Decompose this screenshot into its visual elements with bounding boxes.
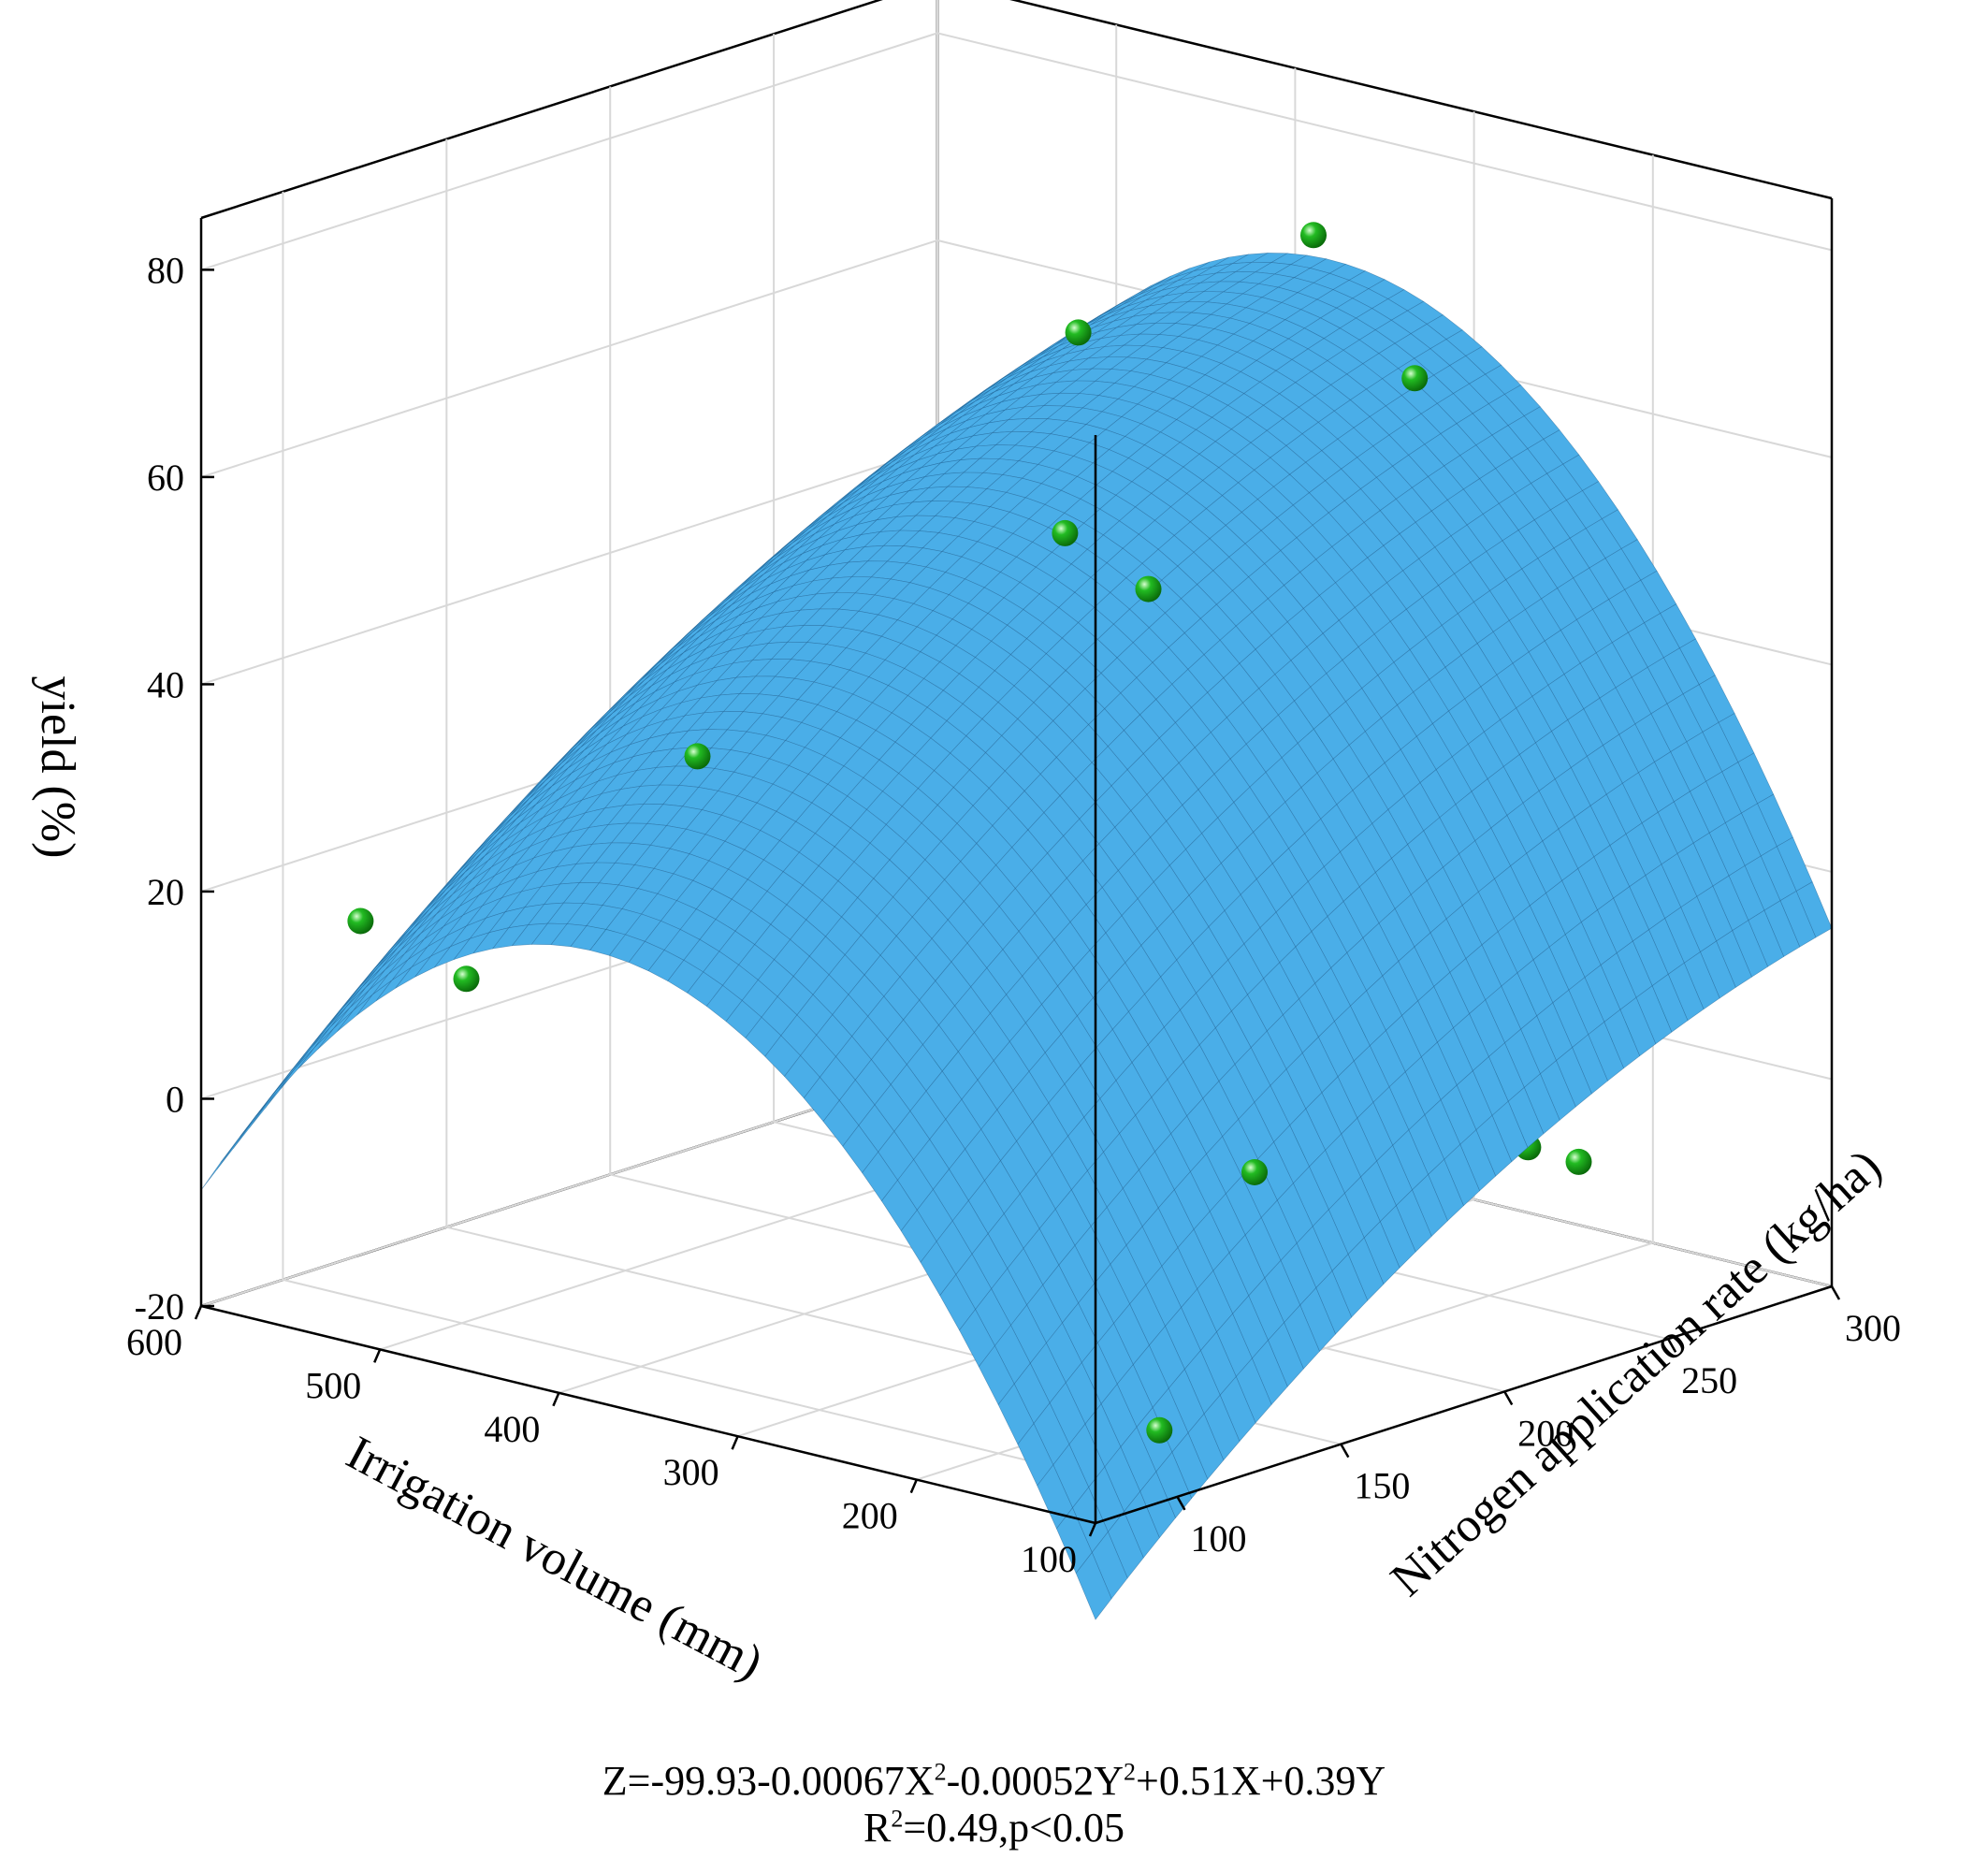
y-tick-label: 300 [1845, 1307, 1901, 1349]
surface-cell [313, 1007, 351, 1049]
data-point [347, 907, 374, 935]
data-point [1401, 365, 1429, 392]
x-axis-line [200, 1304, 1096, 1525]
y-tick-label: 250 [1681, 1359, 1737, 1401]
y-tick-label: 200 [1517, 1412, 1574, 1454]
y-tick [1830, 1285, 1841, 1300]
surface-cell [1075, 1551, 1112, 1620]
gridline-z-right-wall [936, 32, 1833, 252]
z-tick-label: -20 [135, 1285, 184, 1328]
gridline-z-left-wall [200, 446, 938, 686]
equation-superscript: 2 [1124, 1758, 1137, 1786]
equation-part: Z=-99.93-0.00067X [602, 1758, 935, 1804]
y-tick [1176, 1496, 1186, 1511]
y-tick [1667, 1338, 1677, 1353]
z-tick-label: 0 [166, 1078, 184, 1120]
x-tick-label: 100 [1021, 1538, 1077, 1580]
equation-part: -0.00052Y [946, 1758, 1125, 1804]
equation-superscript: 2 [891, 1805, 904, 1833]
data-point [684, 743, 711, 770]
z-axis-label: yield (%) [31, 676, 84, 859]
y-axis-line [1095, 1285, 1833, 1525]
equation-superscript: 2 [934, 1758, 947, 1786]
data-point [453, 965, 480, 993]
fitted-surface [200, 253, 1833, 1620]
gridline-z-left-wall [200, 239, 938, 478]
data-point [1565, 1148, 1592, 1175]
equation-part: R [863, 1805, 892, 1851]
z-tick-label: 40 [147, 663, 184, 705]
data-point [1135, 575, 1162, 602]
regression-equation: Z=-99.93-0.00067X2-0.00052Y2+0.51X+0.39Y [0, 1759, 1988, 1804]
z-tick-label: 80 [147, 249, 184, 291]
data-point [1052, 519, 1079, 546]
back-top-edge-left [200, 0, 883, 220]
x-tick [731, 1435, 739, 1450]
axis-ticks: -20 0 20 40 60 80 100 200 300 400 500 600 100 150 200 2… [126, 249, 1901, 1580]
chart-box-front [199, 198, 1834, 1525]
x-tick [194, 1305, 203, 1320]
y-tick [1340, 1444, 1350, 1459]
surface-cell [278, 1047, 315, 1090]
data-point [1146, 1416, 1173, 1444]
y-tick [1503, 1390, 1514, 1406]
x-tick-label: 300 [663, 1451, 719, 1493]
equation-part: =0.49,p<0.05 [903, 1805, 1125, 1851]
x-tick [909, 1479, 918, 1494]
z-tick-label: 20 [147, 871, 184, 913]
y-tick-label: 150 [1354, 1465, 1410, 1507]
r-squared-line: R2=0.49,p<0.05 [0, 1806, 1988, 1851]
x-tick-label: 200 [842, 1495, 898, 1537]
y-tick-label: 100 [1190, 1517, 1246, 1560]
x-tick-label: 500 [305, 1364, 361, 1406]
x-tick [1088, 1522, 1097, 1537]
x-tick-label: 400 [484, 1408, 540, 1450]
data-points-front [347, 222, 1429, 1444]
z-tick-label: 60 [147, 457, 184, 499]
x-tick [552, 1392, 560, 1407]
data-point [1065, 319, 1092, 346]
x-tick-label: 600 [126, 1321, 182, 1363]
data-point [1300, 222, 1327, 249]
data-point [1241, 1159, 1268, 1185]
x-tick [373, 1348, 382, 1363]
equation-part: +0.51X+0.39Y [1136, 1758, 1386, 1804]
gridline-z-left-wall [200, 32, 938, 271]
back-top-edge-right [1009, 0, 1833, 200]
